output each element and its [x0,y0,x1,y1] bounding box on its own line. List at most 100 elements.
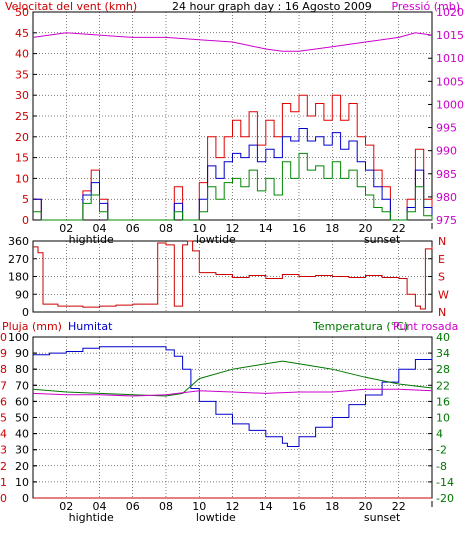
series-dewpoint [32,388,433,397]
y-tick-label: -2 [436,444,447,457]
y-tick-label: 0 [22,214,29,227]
y-tick-label: 100 [8,331,29,344]
y-tick-label: 0 [0,492,7,505]
y-tick-label: 8 [0,363,7,376]
y-tick-label: 50 [15,412,29,425]
y-tick-label: 30 [15,444,29,457]
tide-annotation: lowtide [196,511,236,524]
x-tick-label: 08 [159,500,173,513]
y-tick-label: 28 [436,363,450,376]
y-tick-label: 2 [0,460,7,473]
x-tick-label: 02 [59,222,73,235]
y-tick-label: 70 [15,379,29,392]
series-wind_min [33,152,433,221]
x-tick-label: 18 [325,500,339,513]
rain-axis-label: Pluja (mm) [2,320,62,333]
y-tick-label: 1005 [436,75,464,88]
y-tick-label: -14 [436,476,454,489]
y-tick-label: 20 [15,131,29,144]
tide-annotation: sunset [364,233,401,246]
tide-annotation: sunset [364,511,401,524]
x-tick-label: 20 [359,222,373,235]
y-tick-label: 995 [436,122,457,135]
temperature-axis-label: Temperatura (°C) [312,320,408,333]
x-tick-label: 10 [192,222,206,235]
y-tick-label: 30 [15,89,29,102]
x-tick-label: 10 [192,500,206,513]
y-tick-label: 45 [15,27,29,40]
x-tick-label: 14 [259,500,273,513]
y-tick-label: 270 [8,253,29,266]
tide-annotation: lowtide [196,233,236,246]
y-tick-label: 1020 [436,6,464,19]
y-tick-label: N [438,306,446,319]
y-tick-label: S [438,271,445,284]
y-tick-label: 90 [15,288,29,301]
y-tick-label: 5 [0,412,7,425]
wind-pressure-panel: Velocitat del vent (kmh) 24 hour graph d… [5,0,464,246]
y-tick-label: 10 [15,172,29,185]
y-tick-label: 980 [436,191,457,204]
y-tick-label: 10 [15,476,29,489]
y-tick-label: 0 [22,306,29,319]
x-tick-label: 12 [226,500,240,513]
y-tick-label: W [438,288,449,301]
series-temperature [32,360,433,397]
x-tick-label: 14 [259,222,273,235]
tide-annotation: hightide [69,233,114,246]
y-tick-label: 985 [436,168,457,181]
x-tick-label: 06 [126,222,140,235]
y-tick-label: 16 [436,395,450,408]
series-pressure [32,32,433,52]
x-tick-label: 20 [359,500,373,513]
y-tick-label: 40 [15,48,29,61]
y-tick-label: 25 [15,110,29,123]
rain-humidity-temp-panel: Pluja (mm) Humitat Temperatura (°C) Punt… [0,320,458,524]
y-tick-label: 4 [0,428,7,441]
x-tick-label: 22 [392,500,406,513]
y-tick-label: 3 [0,444,7,457]
pressure-axis-label: Pressió (mb) [391,0,460,13]
x-tick-label: 06 [126,500,140,513]
y-tick-label: 50 [15,6,29,19]
y-tick-label: 20 [15,460,29,473]
humidity-axis-label: Humitat [68,320,113,333]
y-tick-label: 34 [436,347,450,360]
x-tick-label: 18 [325,222,339,235]
y-tick-label: 5 [22,193,29,206]
y-tick-label: 1000 [436,98,464,111]
y-tick-label: 1 [0,476,7,489]
y-tick-label: 90 [15,347,29,360]
y-tick-label: 990 [436,145,457,158]
dewpoint-axis-label: Punt rosada [393,320,458,333]
series-humidity [33,346,433,447]
y-tick-label: 975 [436,214,457,227]
wind-axis-label: Velocitat del vent (kmh) [5,0,137,13]
x-tick-label: 16 [292,222,306,235]
x-tick-label: 04 [93,222,107,235]
y-tick-label: N [438,235,446,248]
y-tick-label: 360 [8,235,29,248]
y-tick-label: 0 [22,492,29,505]
chart-title: 24 hour graph day : 16 Agosto 2009 [172,0,372,13]
y-tick-label: 1015 [436,29,464,42]
y-tick-label: 10 [0,331,7,344]
x-tick-label: 16 [292,500,306,513]
tide-annotation: hightide [69,511,114,524]
x-tick-label: 22 [392,222,406,235]
y-tick-label: 9 [0,347,7,360]
y-tick-label: 6 [0,395,7,408]
y-tick-label: 10 [436,412,450,425]
y-tick-label: 1010 [436,52,464,65]
y-tick-label: 80 [15,363,29,376]
y-tick-label: -20 [436,492,454,505]
y-tick-label: 22 [436,379,450,392]
y-tick-label: 180 [8,271,29,284]
x-tick-label: 12 [226,222,240,235]
y-tick-label: 7 [0,379,7,392]
y-tick-label: 15 [15,152,29,165]
x-tick-label: 08 [159,222,173,235]
y-tick-label: 40 [436,331,450,344]
